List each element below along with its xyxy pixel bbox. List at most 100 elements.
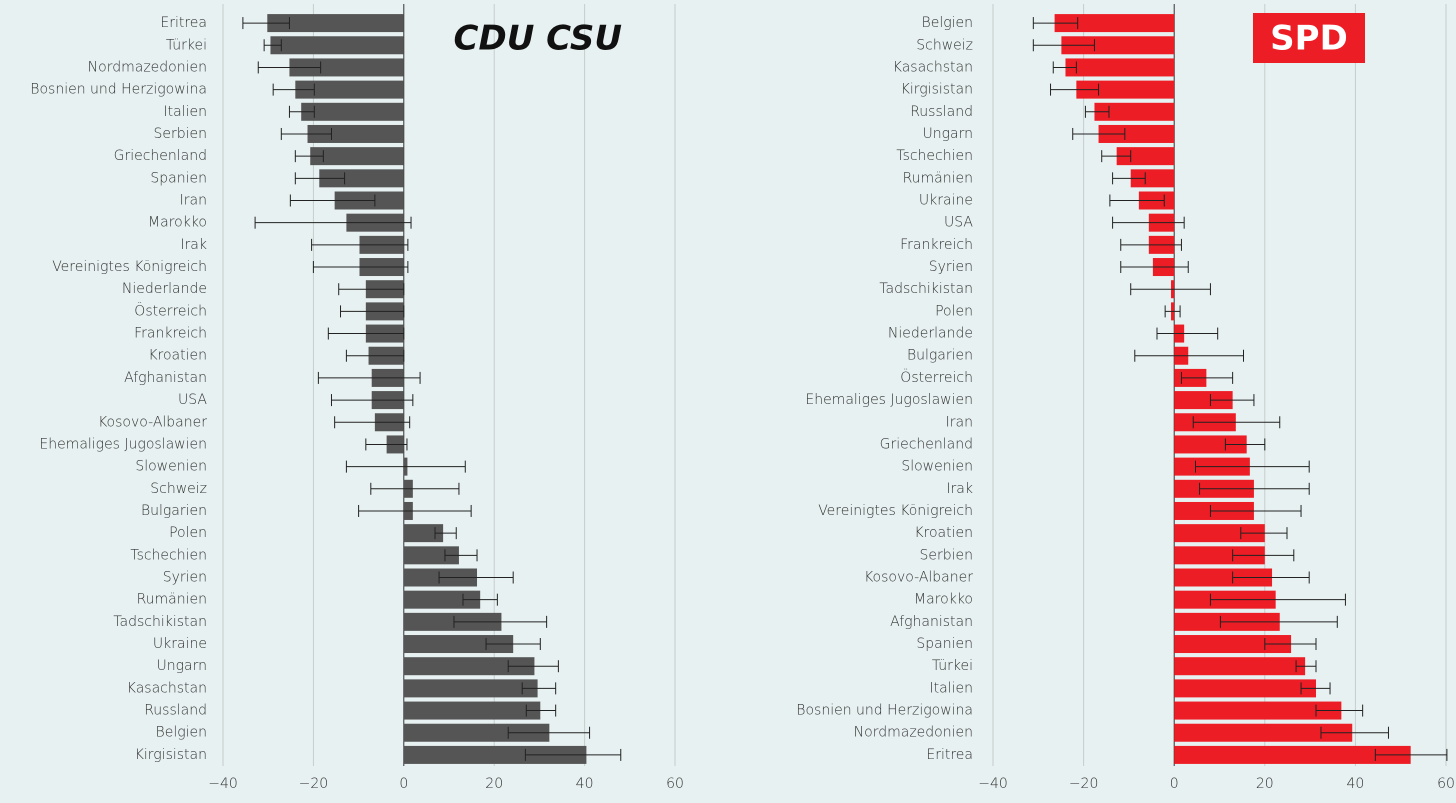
error-bar <box>358 504 472 517</box>
error-bar <box>1164 305 1181 318</box>
error-bar <box>1134 349 1245 362</box>
x-tick-label: 20 <box>1256 776 1274 792</box>
error-bar <box>312 261 409 274</box>
bar <box>310 147 404 166</box>
error-bar <box>365 438 408 451</box>
error-bar <box>1084 105 1110 118</box>
error-bar <box>334 416 411 429</box>
x-tick-label: 40 <box>1346 776 1364 792</box>
y-tick-label: Bosnien und Herzigowina <box>30 82 207 98</box>
error-bar <box>280 127 332 140</box>
error-bar <box>1374 748 1448 761</box>
x-tick-label: 40 <box>576 776 594 792</box>
y-tick-label: Nordmazedonien <box>88 59 207 75</box>
y-tick-label: Belgien <box>156 725 207 741</box>
y-tick-label: Serbien <box>153 126 207 142</box>
y-tick-label: Iran <box>180 193 207 209</box>
bar <box>1094 102 1175 121</box>
bar <box>270 36 404 55</box>
y-tick-label: Irak <box>180 237 207 253</box>
y-tick-label: Griechenland <box>880 436 973 452</box>
y-tick-label: Russland <box>910 104 973 120</box>
y-tick-label: Rumänien <box>137 592 207 608</box>
x-tick-label: 60 <box>666 776 684 792</box>
bar <box>1174 679 1316 698</box>
bar <box>1174 391 1233 410</box>
y-tick-label: Ukraine <box>919 193 973 209</box>
error-bar <box>1052 61 1077 74</box>
bar <box>403 745 587 764</box>
y-tick-label: Bulgarien <box>907 348 973 364</box>
error-bar <box>288 105 315 118</box>
error-bar <box>1209 504 1302 517</box>
bar <box>1174 723 1353 742</box>
bar <box>1098 124 1175 143</box>
x-tick-label: 60 <box>1437 776 1455 792</box>
error-bar <box>263 39 282 52</box>
y-tick-label: Kroatien <box>148 348 207 364</box>
bar <box>403 701 541 720</box>
y-tick-label: Polen <box>935 303 973 319</box>
y-tick-label: Bulgarien <box>141 503 207 519</box>
error-bar <box>1194 460 1310 473</box>
y-tick-label: Schweiz <box>916 37 973 53</box>
error-bar <box>453 615 548 628</box>
error-bar <box>444 549 478 562</box>
chart-title: CDU CSU <box>454 19 622 59</box>
error-bar <box>1219 615 1338 628</box>
error-bar <box>345 349 405 362</box>
bar <box>1174 435 1247 454</box>
error-bar <box>1320 726 1389 739</box>
bar <box>403 723 550 742</box>
y-tick-label: Kosovo-Albaner <box>98 414 207 430</box>
y-tick-label: Tschechien <box>130 547 207 563</box>
error-bar <box>254 216 412 229</box>
bar <box>1054 14 1175 33</box>
x-tick-label: −40 <box>978 776 1008 792</box>
x-tick-label: 20 <box>485 776 503 792</box>
error-bar <box>521 682 557 695</box>
y-tick-label: Irak <box>946 481 973 497</box>
bar <box>319 169 404 188</box>
y-tick-label: Vereinigtes Königreich <box>52 259 207 275</box>
y-tick-label: Syrien <box>163 570 207 586</box>
y-tick-label: Polen <box>169 525 207 541</box>
error-bar <box>338 283 405 296</box>
error-bar <box>1232 549 1295 562</box>
y-tick-label: Kasachstan <box>127 680 207 696</box>
bar <box>1174 568 1273 587</box>
y-tick-label: Ehemaliges Jugoslawien <box>805 392 973 408</box>
error-bar <box>272 83 315 96</box>
y-tick-label: Vereinigtes Königreich <box>818 503 973 519</box>
bar <box>301 102 404 121</box>
error-bar <box>1295 660 1317 673</box>
bar <box>1130 169 1175 188</box>
y-tick-label: Afghanistan <box>890 614 973 630</box>
y-tick-label: Russland <box>144 703 207 719</box>
y-tick-label: Syrien <box>929 259 973 275</box>
y-tick-label: Marokko <box>148 215 207 231</box>
error-bar <box>1180 371 1234 384</box>
bar <box>403 590 481 609</box>
error-bar <box>1112 216 1185 229</box>
y-tick-label: USA <box>944 215 973 231</box>
y-tick-label: Österreich <box>134 302 207 319</box>
error-bar <box>507 726 591 739</box>
error-bar <box>1109 194 1165 207</box>
y-tick-label: Niederlande <box>888 326 973 342</box>
bar <box>1174 524 1265 543</box>
y-tick-label: Tadschikistan <box>879 281 973 297</box>
bar <box>1076 80 1175 99</box>
chart-title: SPD <box>1270 19 1348 59</box>
error-bar <box>1072 127 1126 140</box>
error-bar <box>317 371 421 384</box>
error-bar <box>257 61 322 74</box>
y-tick-label: USA <box>178 392 207 408</box>
bar <box>403 524 444 543</box>
y-tick-label: Türkei <box>166 37 207 53</box>
y-tick-label: Österreich <box>900 369 973 386</box>
error-bar <box>1120 238 1182 251</box>
bar <box>403 679 538 698</box>
y-tick-label: Belgien <box>922 15 973 31</box>
error-bar <box>1130 283 1211 296</box>
